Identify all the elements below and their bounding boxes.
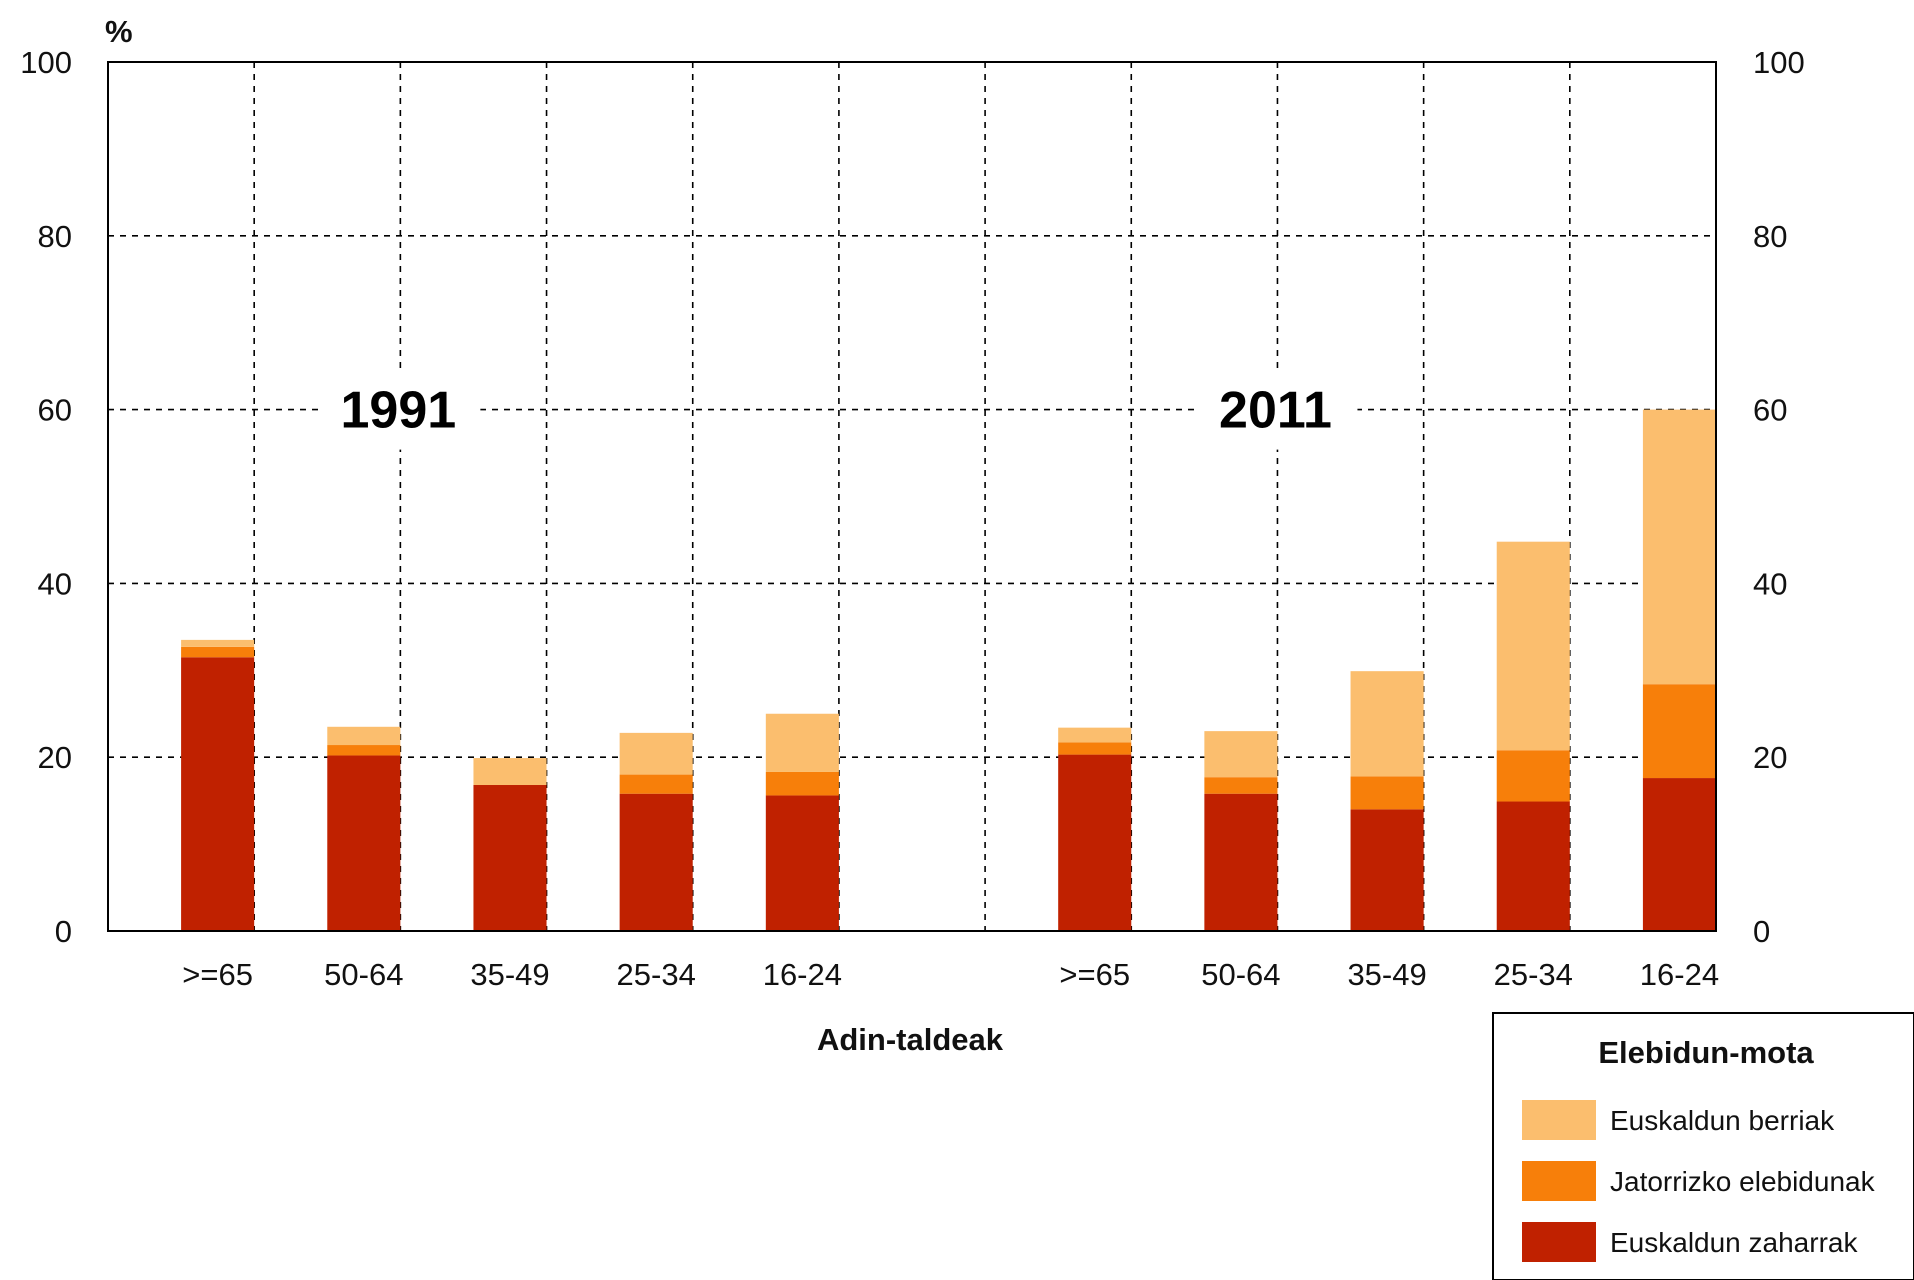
bar-segment [1350,776,1424,810]
bar-segment [473,758,547,786]
bar-segment [1204,777,1278,794]
legend-label: Euskaldun zaharrak [1610,1227,1858,1258]
bar-segment [181,657,255,931]
bar-segment [765,795,839,931]
y-tick-label-right: 0 [1753,914,1770,949]
bar-segment [1642,409,1716,685]
y-tick-labels-left: 0 20 40 60 80 100 [20,45,72,949]
legend: Elebidun-mota Euskaldun berriak Jatorrizk… [1492,1012,1914,1280]
x-axis-title: Adin-taldeak [817,1022,1004,1057]
bar-segment [765,713,839,772]
x-tick-label: 50-64 [324,957,403,992]
legend-label: Jatorrizko elebidunak [1610,1166,1876,1197]
y-tick-label-right: 80 [1753,219,1787,254]
bar-segment [1496,750,1570,802]
y-tick-label-left: 40 [38,566,72,601]
bar-segment [619,774,693,794]
x-tick-label: >=65 [182,957,253,992]
bar-segment [1058,742,1132,755]
bar-segment [1350,671,1424,777]
y-tick-label-left: 100 [20,45,72,80]
year-label: 1991 [341,382,457,440]
year-label-backdrop [1197,369,1358,450]
legend-swatch [1522,1100,1596,1140]
y-tick-label-left: 60 [38,393,72,428]
bar-segment [327,726,401,746]
y-tick-label-left: 80 [38,219,72,254]
bar-segment [1058,727,1132,743]
bar-segment [1058,754,1132,931]
bar-segment [1642,684,1716,779]
x-tick-label: 35-49 [1347,957,1426,992]
x-tick-label: 16-24 [763,957,842,992]
bar-segment [473,785,547,931]
bar-segment [1496,541,1570,751]
y-tick-labels-right: 0 20 40 60 80 100 [1753,45,1805,949]
y-tick-label-left: 0 [55,914,72,949]
x-tick-label: 35-49 [470,957,549,992]
x-tick-labels: >=65 50-64 35-49 25-34 16-24 >=65 50-64 35-49 25… [182,957,1719,992]
x-tick-label: 16-24 [1640,957,1719,992]
bar-segment [1204,731,1278,778]
bars [181,409,1716,931]
x-tick-label: 25-34 [1494,957,1573,992]
bar-segment [1350,809,1424,931]
plot-frame [107,61,1717,932]
bar-segment [1642,778,1716,931]
y-tick-label-left: 20 [38,740,72,775]
legend-items: Euskaldun berriak Jatorrizko elebidunak Eu… [1522,1100,1876,1262]
y-tick-label-right: 100 [1753,45,1805,80]
bar-segment [181,639,255,647]
year-label-backdrop [320,369,481,450]
group-year-labels: 1991 2011 [320,369,1358,450]
x-tick-label: 50-64 [1201,957,1280,992]
bar-segment [181,646,255,658]
x-tick-label: 25-34 [617,957,696,992]
bar-segment [327,745,401,756]
bar-segment [619,732,693,775]
legend-swatch [1522,1161,1596,1201]
legend-swatch [1522,1222,1596,1262]
bar-segment [765,771,839,796]
bar-segment [1204,793,1278,931]
y-tick-label-right: 20 [1753,740,1787,775]
bar-segment [327,755,401,931]
year-label: 2011 [1219,382,1332,440]
legend-title: Elebidun-mota [1598,1035,1814,1070]
bar-segment [1496,801,1570,931]
y-tick-label-right: 60 [1753,393,1787,428]
legend-label: Euskaldun berriak [1610,1105,1835,1136]
y-tick-label-right: 40 [1753,566,1787,601]
y-unit-label: % [105,14,133,49]
bar-segment [619,793,693,931]
x-tick-label: >=65 [1059,957,1130,992]
